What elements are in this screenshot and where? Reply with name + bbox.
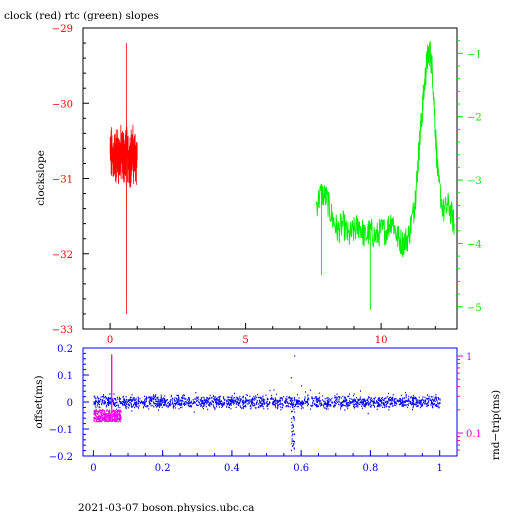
chart-title: clock (red) rtc (green) slopes <box>4 10 159 22</box>
bottom-xtick-label: 0.8 <box>362 463 378 474</box>
top-ylabel: clockslope <box>35 150 47 206</box>
bottom-plot: offset(ms) rnd−trip(ms) 0.2 0.1 0 −0.1 −0.2 0… <box>33 344 502 474</box>
bottom-xtick-label: 1 <box>436 463 442 474</box>
red-clock-slope-series <box>109 43 138 314</box>
top-xtick-label: 5 <box>242 335 248 346</box>
top-y2tick-label: −4 <box>467 239 482 250</box>
bottom-xtick-label: 0 <box>90 463 96 474</box>
top-ytick-label: −32 <box>52 250 73 261</box>
footer-text: 2021-03-07 boson.physics.ubc.ca <box>78 502 254 512</box>
top-plot-frame <box>82 27 458 330</box>
top-plot: clockslope −29 −30 −31 −32 −33 −1 −2 −3 −4 −5 0 5 10 <box>35 24 482 346</box>
bottom-ytick-label: −0.1 <box>49 425 73 436</box>
magenta-roundtrip-series <box>93 354 122 423</box>
top-y2tick-label: −1 <box>467 49 482 60</box>
bottom-ytick-label: 0.1 <box>57 371 73 382</box>
top-ytick-label: −29 <box>52 24 73 35</box>
bottom-y2tick-label: 0.1 <box>466 429 482 440</box>
bottom-xtick-label: 0.6 <box>293 463 309 474</box>
top-y2tick-label: −3 <box>467 176 482 187</box>
top-xtick-label: 10 <box>375 335 388 346</box>
top-ytick-label: −31 <box>52 175 73 186</box>
top-ytick-label: −33 <box>52 325 73 336</box>
bottom-ytick-label: 0.2 <box>57 344 73 355</box>
bottom-y2tick-label: 1 <box>466 352 472 363</box>
bottom-ytick-label: −0.2 <box>49 452 73 463</box>
green-rtc-slope-series <box>315 41 455 310</box>
bottom-ylabel: offset(ms) <box>33 375 45 428</box>
top-xtick-label: 0 <box>107 335 113 346</box>
bottom-xtick-label: 0.4 <box>224 463 240 474</box>
bottom-xtick-label: 0.2 <box>155 463 171 474</box>
blue-offset-series <box>93 355 441 452</box>
top-y2tick-label: −2 <box>467 113 482 124</box>
bottom-ytick-label: 0 <box>67 398 73 409</box>
top-y2tick-label: −5 <box>467 303 482 314</box>
bottom-y2label: rnd−trip(ms) <box>490 390 502 460</box>
top-ytick-label: −30 <box>52 99 73 110</box>
